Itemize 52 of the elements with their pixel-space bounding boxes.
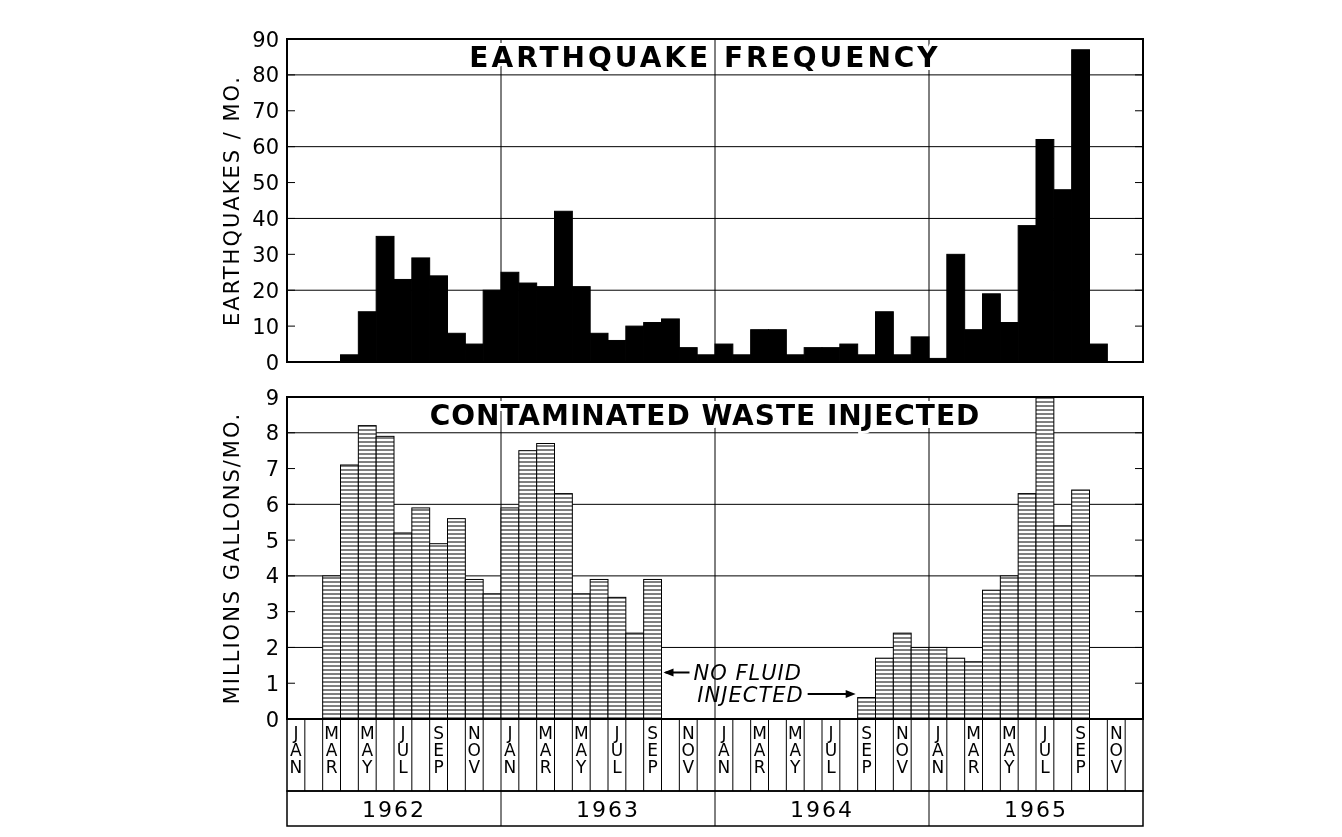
y-tick-label: 50 (252, 171, 279, 196)
x-tick-label: MAR (535, 723, 556, 774)
y-axis-title: EARTHQUAKES / MO. (220, 75, 244, 326)
y-tick-label: 80 (252, 63, 279, 88)
x-tick-label: MAR (963, 723, 984, 774)
y-tick-label: 7 (265, 457, 279, 482)
text: 1965 (1004, 797, 1068, 822)
y-tick-label: 0 (265, 707, 279, 732)
x-tick-label: NOV (1106, 723, 1127, 774)
y-tick-label: 20 (252, 278, 279, 303)
text: 1963 (576, 797, 640, 822)
y-tick-label: 30 (252, 242, 279, 267)
y-tick-label: 90 (252, 27, 279, 52)
x-tick-label: SEP (856, 723, 877, 774)
text: 1964 (790, 797, 854, 822)
y-tick-label: 6 (265, 492, 279, 517)
text: 1962 (362, 797, 426, 822)
y-tick-label: 70 (252, 99, 279, 124)
y-tick-label: 2 (265, 636, 279, 660)
x-tick-label: MAR (321, 723, 342, 774)
y-tick-label: 3 (265, 600, 279, 625)
x-tick-label: SEP (428, 723, 449, 774)
x-tick-label: JAN (499, 723, 520, 774)
x-tick-label: JAN (927, 723, 948, 774)
x-tick-label: JUL (820, 723, 841, 774)
x-tick-label: NOV (892, 723, 913, 774)
y-tick-label: 8 (265, 421, 279, 446)
y-tick-label: 40 (252, 207, 279, 231)
x-tick-label: JAN (285, 723, 306, 774)
x-tick-label: MAY (999, 723, 1020, 774)
x-tick-label: JUL (606, 723, 627, 774)
y-tick-label: 60 (252, 135, 279, 160)
x-tick-label: MAR (749, 723, 770, 774)
x-tick-label: MAY (785, 723, 806, 774)
y-tick-label: 4 (265, 564, 279, 589)
x-tick-label: MAY (571, 723, 592, 774)
y-axis-title: MILLIONS GALLONS/MO. (220, 411, 244, 705)
chart-title: EARTHQUAKE FREQUENCY (469, 41, 941, 74)
x-tick-label: MAY (357, 723, 378, 774)
x-tick-label: NOV (464, 723, 485, 774)
y-tick-label: 1 (265, 671, 279, 696)
x-tick-label: SEP (642, 723, 663, 774)
y-tick-label: 10 (252, 314, 279, 339)
y-tick-label: 9 (265, 385, 279, 410)
y-tick-label: 5 (265, 528, 279, 553)
x-tick-label: SEP (1070, 723, 1091, 774)
x-tick-label: NOV (678, 723, 699, 774)
y-tick-label: 0 (265, 350, 279, 375)
x-tick-label: JUL (392, 723, 413, 774)
x-tick-label: JUL (1034, 723, 1055, 774)
x-tick-label: JAN (713, 723, 734, 774)
chart-title: CONTAMINATED WASTE INJECTED (429, 399, 981, 432)
